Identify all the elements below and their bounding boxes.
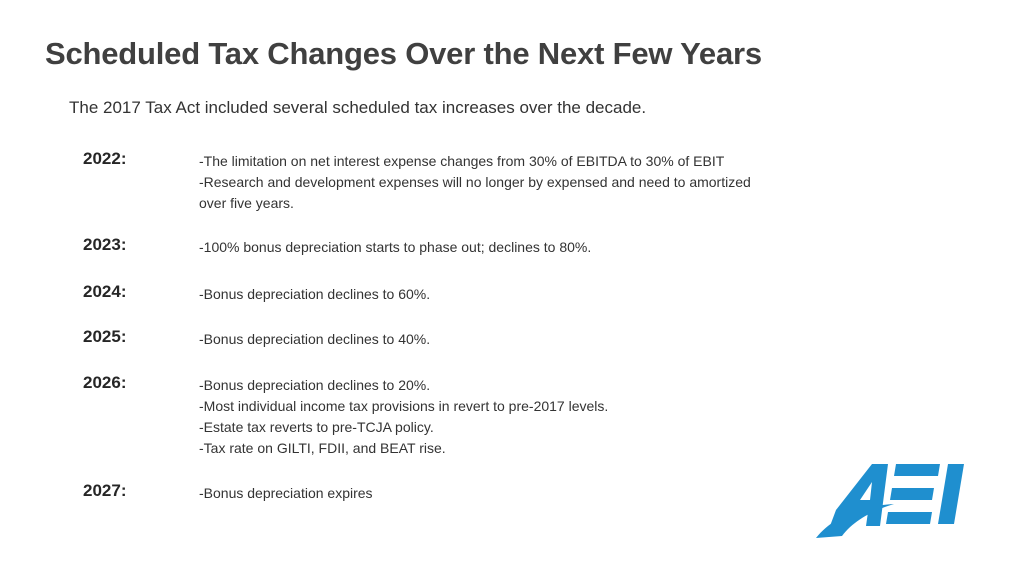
change-item: -Estate tax reverts to pre-TCJA policy. <box>199 419 434 435</box>
intro-text: The 2017 Tax Act included several schedu… <box>69 98 647 117</box>
change-item: -The limitation on net interest expense … <box>199 153 725 169</box>
year-label: 2024: <box>83 282 127 301</box>
year-label: 2025: <box>83 327 127 346</box>
change-item: -Bonus depreciation declines to 40%. <box>199 331 431 347</box>
year-label: 2026: <box>83 373 127 392</box>
change-item: -Bonus depreciation declines to 60%. <box>199 286 431 302</box>
change-item: -Tax rate on GILTI, FDII, and BEAT rise. <box>199 440 446 456</box>
change-list: -The limitation on net interest expense … <box>199 151 799 214</box>
slide-title: Scheduled Tax Changes Over the Next Few … <box>45 36 762 71</box>
year-label: 2023: <box>83 235 127 254</box>
change-item: -Research and development expenses will … <box>199 174 751 211</box>
change-list: -Bonus depreciation declines to 60%. <box>199 284 799 305</box>
aei-logo-icon <box>816 464 964 538</box>
year-label: 2022: <box>83 149 127 168</box>
change-item: -100% bonus depreciation starts to phase… <box>199 239 592 255</box>
change-item: -Bonus depreciation expires <box>199 485 373 501</box>
change-list: -Bonus depreciation declines to 40%. <box>199 329 799 350</box>
year-label: 2027: <box>83 481 127 500</box>
change-list: -Bonus depreciation expires <box>199 483 799 504</box>
change-item: -Most individual income tax provisions i… <box>199 398 609 414</box>
change-item: -Bonus depreciation declines to 20%. <box>199 377 431 393</box>
change-list: -100% bonus depreciation starts to phase… <box>199 237 799 258</box>
change-list: -Bonus depreciation declines to 20%. -Mo… <box>199 375 799 459</box>
